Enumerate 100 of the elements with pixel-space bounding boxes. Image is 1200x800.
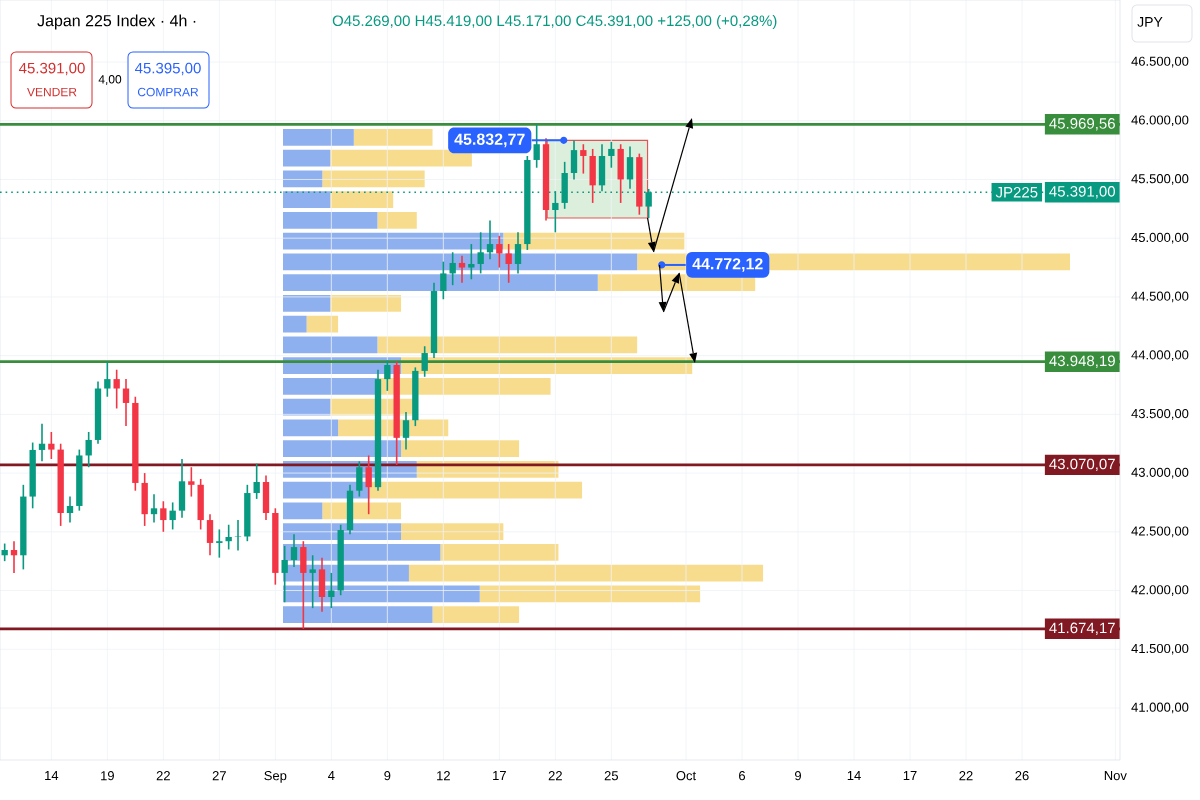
- x-tick-label: 9: [384, 771, 391, 781]
- candlestick: [402, 411, 410, 451]
- y-tick-label: 44.500,00: [1131, 291, 1189, 303]
- bar: [401, 523, 504, 540]
- candlestick: [253, 462, 260, 500]
- bar: [432, 606, 520, 623]
- annotation: 45.832,77: [454, 133, 525, 148]
- candlestick: [514, 231, 522, 275]
- text: JPY: [1137, 17, 1163, 27]
- x-tick-label: 12: [437, 771, 450, 781]
- bar: [283, 315, 307, 333]
- candlestick: [505, 243, 512, 284]
- y-tick-label: 46.000,00: [1131, 115, 1189, 127]
- annotation: VENDER: [27, 87, 77, 97]
- candlestick: [85, 431, 92, 468]
- x-tick-label: Nov: [1104, 771, 1127, 781]
- candlestick: [150, 493, 158, 524]
- candlestick: [104, 360, 111, 398]
- candlestick: [309, 554, 316, 609]
- text: Japan 225 Index · 4h ·: [37, 14, 196, 30]
- y-tick-label: 41.500,00: [1131, 643, 1189, 655]
- ref-line-label: 45.391,00: [1049, 186, 1115, 199]
- candlestick: [458, 255, 466, 284]
- candlestick: [122, 378, 130, 427]
- bar: [408, 564, 764, 582]
- annotation: 4,00: [98, 75, 122, 85]
- bar: [283, 149, 331, 167]
- bar: [283, 336, 378, 354]
- bar: [283, 191, 331, 208]
- annotation: 45.395,00: [134, 62, 201, 76]
- bar: [283, 129, 354, 146]
- candlestick: [468, 243, 475, 281]
- bar: [369, 481, 583, 499]
- bar: [377, 212, 417, 229]
- y-tick-label: 45.500,00: [1131, 174, 1189, 185]
- ref-line-label: 43.070,07: [1049, 458, 1115, 472]
- bar: [283, 212, 378, 229]
- bar: [283, 274, 598, 291]
- bar: [283, 440, 402, 457]
- candlestick: [570, 139, 578, 181]
- text: O45.269,00 H45.419,00 L45.171,00 C45.391,00 +125,00 (+0,28%): [332, 15, 777, 29]
- y-tick-label: 43.000,00: [1131, 467, 1189, 479]
- bar: [401, 440, 520, 457]
- bar: [330, 191, 394, 208]
- y-tick-label: 44.000,00: [1131, 350, 1189, 361]
- annotation: COMPRAR: [137, 87, 199, 97]
- candlestick: [290, 533, 298, 568]
- x-tick-label: 17: [493, 771, 506, 781]
- candlestick: [486, 219, 494, 261]
- y-tick-label: 41.000,00: [1131, 702, 1189, 714]
- candlestick: [477, 231, 484, 275]
- candlestick: [580, 143, 587, 175]
- candlestick: [169, 501, 176, 531]
- ref-line-label: 41.674,17: [1049, 622, 1115, 635]
- x-tick-label: 14: [847, 771, 861, 781]
- candlestick: [38, 422, 46, 463]
- bar: [440, 544, 559, 561]
- x-tick-label: Sep: [264, 771, 287, 783]
- bar: [283, 419, 339, 437]
- y-tick-label: 42.500,00: [1131, 526, 1189, 538]
- candlestick: [113, 368, 120, 410]
- bar: [306, 315, 339, 333]
- y-tick-label: 43.500,00: [1131, 408, 1189, 420]
- x-tick-label: 22: [548, 771, 562, 781]
- annotation: 45.391,00: [18, 62, 85, 76]
- bar: [283, 378, 378, 395]
- candlestick: [160, 500, 167, 533]
- candlestick: [328, 572, 335, 609]
- bar: [353, 129, 433, 146]
- y-tick-label: 45.000,00: [1131, 232, 1189, 244]
- x-tick-label: 25: [604, 771, 619, 781]
- bar: [377, 336, 638, 354]
- x-tick-label: 9: [794, 771, 802, 781]
- candlestick: [281, 545, 288, 604]
- y-tick-label: 46.500,00: [1131, 56, 1189, 68]
- x-tick-label: 14: [45, 771, 59, 781]
- x-tick-label: 22: [156, 771, 170, 781]
- candlestick: [421, 345, 428, 378]
- candlestick: [384, 359, 391, 392]
- bar: [283, 502, 323, 520]
- candlestick: [356, 460, 363, 498]
- candlestick: [449, 251, 456, 286]
- x-tick-label: 19: [101, 771, 114, 781]
- candlestick: [533, 123, 540, 169]
- candlestick: [206, 513, 214, 557]
- ref-line-label: 45.969,56: [1049, 118, 1115, 131]
- x-tick-label: 17: [903, 771, 917, 781]
- candlestick: [188, 466, 195, 498]
- candlestick: [440, 260, 447, 301]
- x-tick-label: Oct: [676, 771, 697, 781]
- x-tick-label: 6: [739, 771, 746, 781]
- bar: [330, 149, 472, 167]
- x-tick-label: 4: [328, 771, 335, 781]
- annotation: JP225: [995, 186, 1038, 198]
- candlestick: [626, 145, 634, 190]
- x-tick-label: 27: [212, 771, 226, 781]
- bar: [283, 606, 433, 623]
- x-tick-label: 22: [959, 771, 973, 781]
- candlestick: [48, 431, 55, 460]
- x-tick-label: 26: [1015, 771, 1029, 781]
